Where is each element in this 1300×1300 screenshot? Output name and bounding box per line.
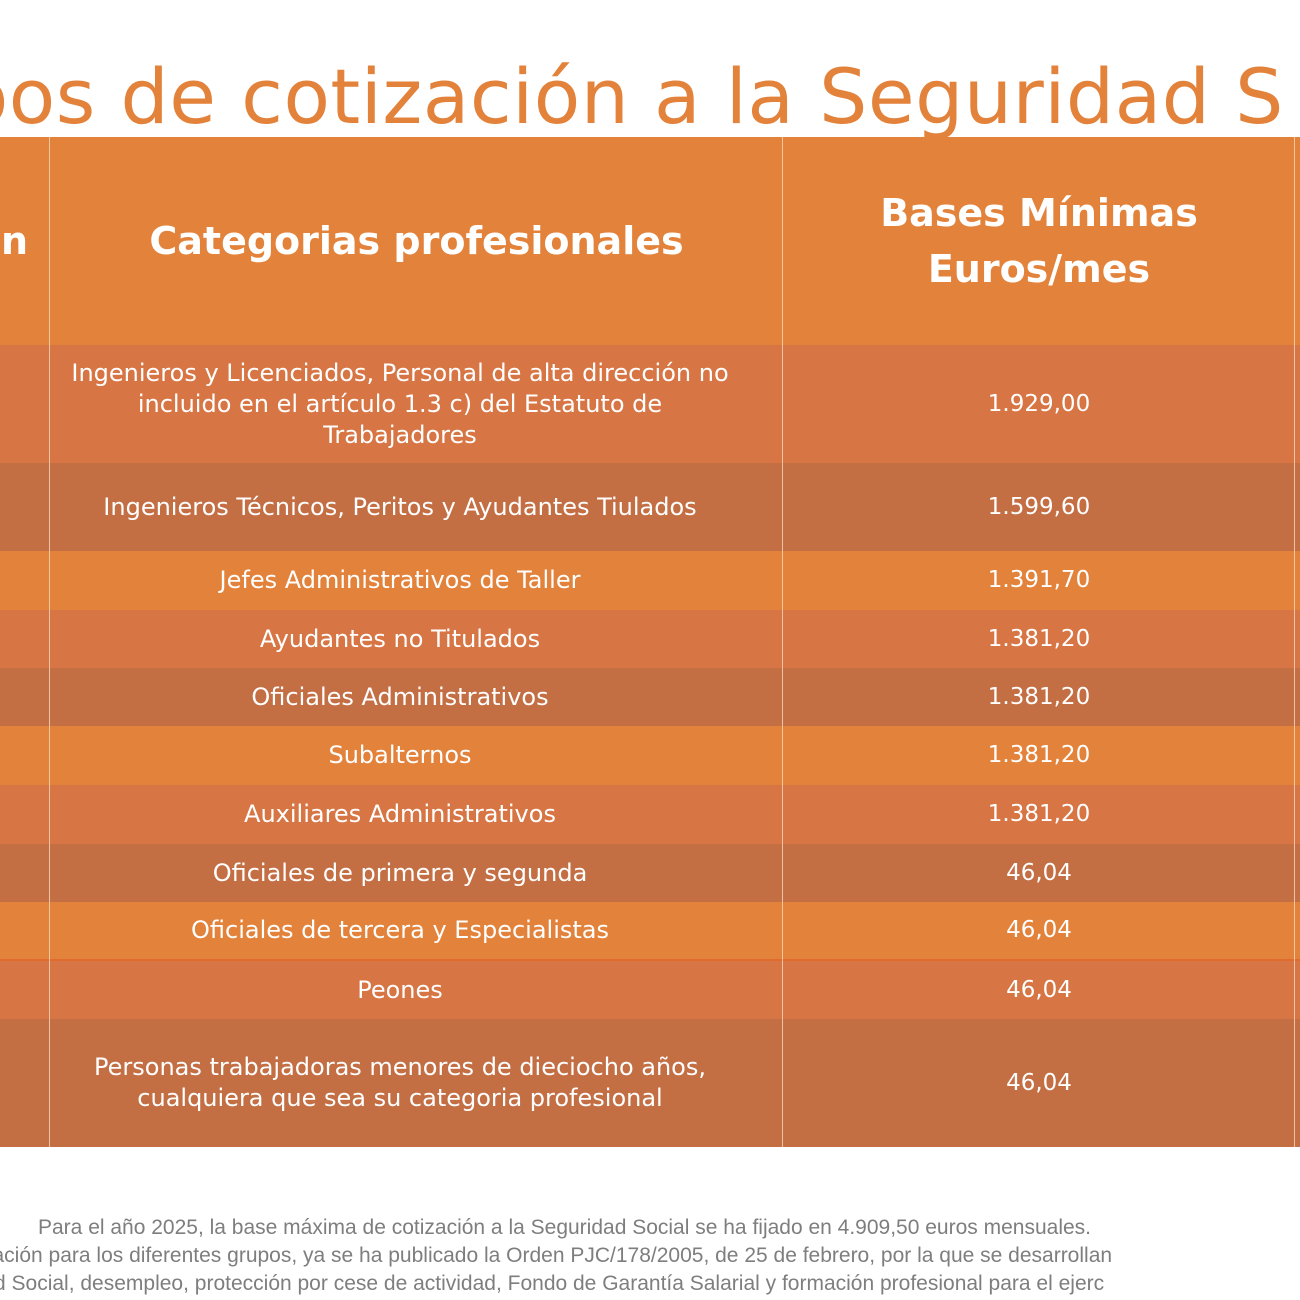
footnote-line-3: d Social, desempleo, protección por cese… [0,1272,1105,1295]
footnote-line-1: Para el año 2025, la base máxima de coti… [38,1216,1092,1239]
row-category: Personas trabajadoras menores de diecioc… [94,1053,706,1112]
column-divider [782,137,783,1147]
row-category: Oficiales Administrativos [251,682,549,711]
row-category: Oficiales de tercera y Especialistas [191,916,609,944]
table-row: Oficiales Administrativos 1.381,20 [0,668,1300,726]
row-base-value: 1.391,70 [987,567,1091,593]
row-category: Auxiliares Administrativos [244,800,556,828]
row-base-value: 46,04 [1006,859,1072,886]
table-row: Ingenieros Técnicos, Peritos y Ayudantes… [0,463,1300,551]
table-row: Jefes Administrativos de Taller 1.391,70 [0,551,1300,610]
header-categories: Categorias profesionales [149,219,684,263]
table-row: Auxiliares Administrativos 1.381,20 [0,785,1300,844]
row-divider [0,959,1300,961]
contribution-bases-table: n Categorias profesionales Bases Mínimas… [0,137,1300,1147]
row-base-value: 46,04 [1006,917,1072,943]
row-base-value: 46,04 [1006,976,1072,1003]
footnote-line-2: zación para los diferentes grupos, ya se… [0,1244,1113,1267]
header-first-column-fragment: n [0,219,28,263]
row-category: Ayudantes no Titulados [259,624,541,653]
row-base-value: 1.381,20 [987,683,1091,710]
header-minimum-bases-line2: Euros/mes [927,247,1151,291]
table-row: Oficiales de primera y segunda 46,04 [0,844,1300,902]
header-minimum-bases-line1: Bases Mínimas [880,191,1198,235]
row-base-value: 1.381,20 [987,742,1091,768]
column-divider [49,137,50,1147]
row-base-value: 46,04 [1006,1069,1072,1096]
table-row: Ayudantes no Titulados 1.381,20 [0,610,1300,668]
row-category: Ingenieros Técnicos, Peritos y Ayudantes… [103,492,697,521]
row-category: Oficiales de primera y segunda [212,858,588,887]
row-base-value: 1.929,00 [987,390,1091,417]
table-row: Peones 46,04 [0,961,1300,1019]
row-category: Jefes Administrativos de Taller [219,566,581,594]
table-row: Ingenieros y Licenciados, Personal de al… [0,345,1300,463]
header-minimum-bases: Bases Mínimas Euros/mes [783,137,1295,345]
row-category: Peones [357,975,443,1004]
page-title: pos de cotización a la Seguridad S [0,51,1284,141]
table-row: Personas trabajadoras menores de diecioc… [0,1019,1300,1147]
row-base-value: 1.381,20 [987,801,1091,827]
table-row: Subalternos 1.381,20 [0,726,1300,785]
row-base-value: 1.599,60 [987,493,1091,520]
row-category: Ingenieros y Licenciados, Personal de al… [71,358,729,449]
row-base-value: 1.381,20 [987,625,1091,652]
column-divider [1294,137,1295,1147]
table-header: n Categorias profesionales Bases Mínimas… [0,137,1300,345]
row-category: Subalternos [328,741,472,769]
table-row: Oficiales de tercera y Especialistas 46,… [0,902,1300,959]
